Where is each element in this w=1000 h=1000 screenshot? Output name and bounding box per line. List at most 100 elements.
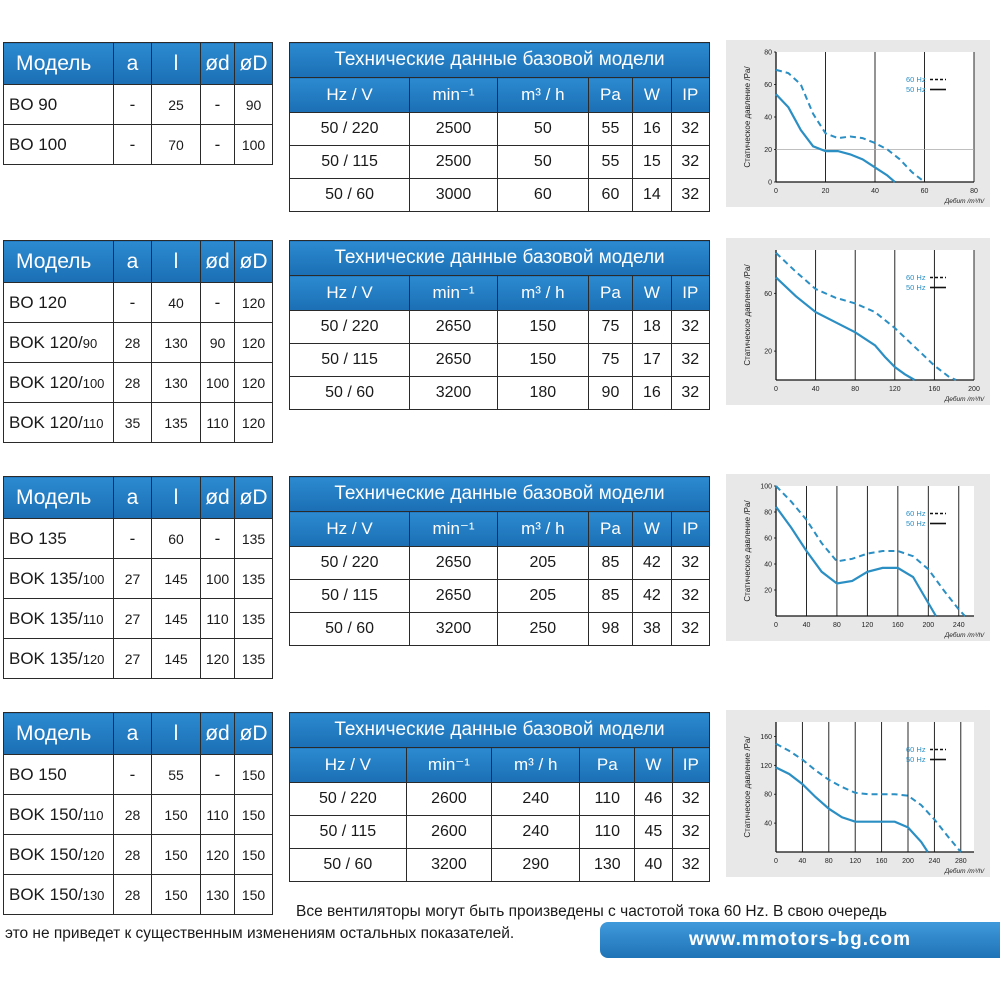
model-row: BO 120-40-120 [3, 282, 273, 323]
tech-row: 50 / 60 3200 250 98 38 32 [288, 612, 711, 646]
y-tick-label: 40 [764, 821, 772, 828]
website-banner[interactable]: www.mmotors-bg.com [600, 922, 1000, 958]
model-row: BOK 120/90 28 130 90 120 [3, 322, 273, 363]
model-name-cell: BOK 135/110 [3, 598, 114, 639]
tech-title-row: Технические данные базовой модели [289, 42, 710, 78]
tech-header-cell: W [632, 275, 672, 311]
model-dim-a: 35 [113, 402, 152, 443]
model-dim-D: 100 [234, 124, 273, 165]
model-dim-l: 150 [151, 834, 201, 875]
tech-header-cell: min⁻¹ [409, 275, 498, 311]
tech-cell: 32 [670, 376, 711, 410]
tech-cell: 60 [587, 178, 634, 212]
tech-header-cell: min⁻¹ [409, 511, 498, 547]
model-table: Модель a l ød øD BO 120-40-120 BOK 120/90 28 130… [3, 240, 273, 443]
model-dim-d: - [200, 124, 235, 165]
tech-row: 50 / 220 2500 50 55 16 32 [288, 112, 711, 146]
x-axis-label: Дебит /m³/h/ [944, 395, 985, 403]
model-header-cell: ød [200, 476, 235, 519]
model-dim-D: 135 [234, 518, 273, 559]
y-tick-label: 40 [764, 115, 772, 122]
model-name-cell: BOK 120/110 [3, 402, 114, 443]
model-row: BOK 150/130 28 150 130 150 [3, 874, 273, 915]
footer-note-line-1: Все вентиляторы могут быть произведены с… [296, 903, 887, 920]
y-tick-label: 20 [764, 588, 772, 595]
model-header-cell: a [113, 476, 152, 519]
model-dim-d: 130 [200, 874, 235, 915]
tech-cell: 2650 [409, 579, 498, 613]
tech-cell: 2650 [409, 343, 498, 377]
model-header-cell: a [113, 240, 152, 283]
legend-60hz-label: 60 Hz [906, 745, 926, 754]
tech-cell: 3000 [409, 178, 498, 212]
model-name-cell: BOK 135/100 [3, 558, 114, 599]
model-dim-d: - [200, 518, 235, 559]
legend-60hz-label: 60 Hz [906, 509, 926, 518]
tech-cell: 50 / 220 [288, 112, 411, 146]
x-tick-label: 120 [849, 858, 861, 865]
model-name: BO 120 [9, 292, 67, 312]
tech-row: 50 / 115 2650 205 85 42 32 [288, 579, 711, 613]
tech-cell: 32 [670, 310, 711, 344]
model-dim-D: 120 [234, 402, 273, 443]
model-dim-l: 40 [151, 282, 201, 323]
tech-cell: 50 / 220 [288, 546, 411, 580]
model-dim-l: 135 [151, 402, 201, 443]
tech-cell: 32 [671, 848, 711, 882]
model-row: BOK 135/110 27 145 110 135 [3, 598, 273, 639]
model-name-suffix: 110 [82, 415, 104, 431]
tech-cell: 32 [670, 178, 711, 212]
y-tick-label: 160 [760, 734, 772, 741]
curve-60hz [775, 742, 962, 853]
tech-header-cell: Hz / V [289, 747, 407, 783]
tech-header-cell: Pa [587, 77, 634, 113]
model-row: BOK 120/110 35 135 110 120 [3, 402, 273, 443]
model-header-cell: Модель [3, 240, 114, 283]
model-dim-l: 145 [151, 638, 201, 679]
legend-50hz-label: 50 Hz [906, 283, 926, 292]
model-name-cell: BOK 150/130 [3, 874, 114, 915]
tech-cell: 85 [587, 579, 634, 613]
model-header-cell: øD [234, 712, 273, 755]
model-header-cell: øD [234, 240, 273, 283]
x-tick-label: 200 [968, 386, 980, 393]
model-dim-l: 130 [151, 322, 201, 363]
model-header-cell: Модель [3, 712, 114, 755]
tech-cell: 205 [496, 579, 589, 613]
model-dim-l: 150 [151, 794, 201, 835]
tech-cell: 32 [670, 343, 711, 377]
tech-cell: 50 [496, 112, 589, 146]
tech-cell: 50 / 60 [288, 376, 411, 410]
model-table: Модель a l ød øD BO 135-60-135 BOK 135/100 27 14… [3, 476, 273, 679]
x-tick-label: 0 [774, 622, 778, 629]
model-row: BOK 150/120 28 150 120 150 [3, 834, 273, 875]
model-dim-d: - [200, 282, 235, 323]
tech-title-row: Технические данные базовой модели [289, 240, 710, 276]
tech-cell: 32 [670, 546, 711, 580]
model-dim-D: 120 [234, 322, 273, 363]
model-row: BOK 135/120 27 145 120 135 [3, 638, 273, 679]
footer-note-line-2: это не приведет к существенным изменения… [5, 925, 515, 942]
curve-60hz [775, 485, 966, 617]
tech-cell: 130 [579, 848, 636, 882]
model-header-cell: l [151, 476, 201, 519]
plot-area [776, 486, 974, 616]
y-tick-label: 20 [764, 147, 772, 154]
curve-50hz [775, 93, 896, 183]
tech-cell: 50 / 60 [288, 178, 411, 212]
tech-cell: 2600 [405, 815, 493, 849]
model-dim-d: 120 [200, 834, 235, 875]
model-dim-a: 27 [113, 638, 152, 679]
model-header-cell: Модель [3, 476, 114, 519]
model-table: Модель a l ød øD BO 90-25-90 BO 100-70-100 [3, 42, 273, 165]
y-axis-label: Статическое давление /Pa/ [743, 66, 752, 168]
model-dim-D: 135 [234, 638, 273, 679]
tech-cell: 205 [496, 546, 589, 580]
model-dim-a: - [113, 84, 152, 125]
x-tick-label: 80 [833, 622, 841, 629]
tech-cell: 14 [632, 178, 672, 212]
